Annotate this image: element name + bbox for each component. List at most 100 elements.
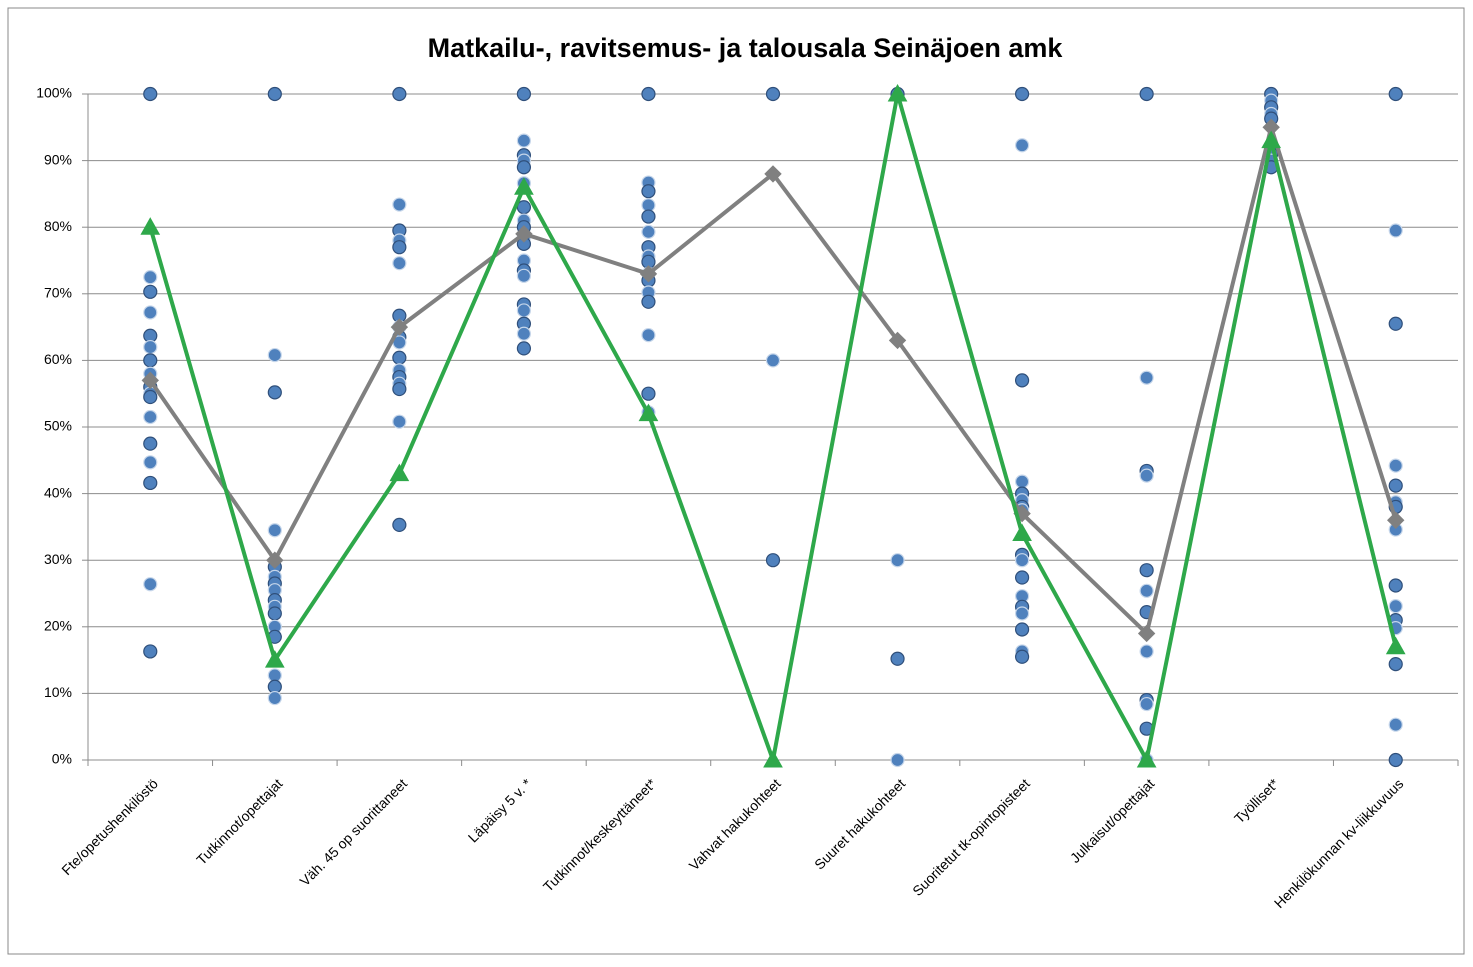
data-point	[143, 305, 158, 320]
data-point	[516, 303, 532, 318]
data-point	[765, 353, 781, 368]
data-point	[516, 268, 532, 283]
series-marker	[266, 551, 284, 569]
data-point	[641, 294, 656, 309]
y-tick-label: 0%	[52, 751, 72, 767]
data-point	[641, 327, 656, 343]
y-tick-label: 10%	[44, 684, 72, 700]
y-tick-label: 90%	[44, 151, 72, 167]
data-point	[143, 577, 158, 592]
series-marker	[1385, 636, 1406, 655]
data-point	[641, 209, 656, 224]
data-point	[1388, 752, 1403, 768]
series-marker	[763, 749, 783, 768]
data-point	[392, 86, 407, 102]
series-marker	[888, 331, 907, 350]
series-marker	[887, 83, 908, 102]
data-point	[641, 86, 656, 102]
data-point	[1139, 468, 1154, 483]
data-point	[143, 409, 158, 425]
data-point	[392, 350, 407, 365]
series-marker	[764, 165, 782, 183]
data-point	[890, 752, 905, 768]
data-point	[890, 651, 905, 666]
series-marker	[515, 225, 533, 243]
data-point	[1139, 86, 1154, 102]
data-point	[143, 353, 158, 368]
series-marker	[1136, 749, 1157, 768]
y-tick-label: 50%	[44, 418, 72, 434]
data-point	[143, 284, 158, 299]
data-point	[143, 389, 158, 405]
y-tick-label: 60%	[44, 351, 72, 367]
data-point	[392, 381, 407, 397]
data-point	[143, 475, 158, 491]
series-marker	[1261, 130, 1282, 149]
y-tick-label: 80%	[44, 218, 72, 234]
data-point	[1014, 622, 1030, 637]
data-point	[143, 339, 158, 355]
series-marker	[390, 318, 409, 336]
data-point	[1014, 138, 1030, 153]
series-marker	[1137, 624, 1156, 643]
data-point	[516, 341, 532, 356]
data-point	[1388, 599, 1403, 614]
data-point	[1014, 553, 1030, 568]
series-marker	[1012, 523, 1032, 542]
data-point	[392, 256, 407, 271]
data-point	[1388, 578, 1403, 593]
data-point	[392, 240, 407, 255]
data-point	[516, 86, 532, 102]
y-tick-label: 70%	[44, 285, 72, 301]
series-marker	[140, 217, 161, 235]
data-point	[1388, 478, 1403, 493]
series-marker	[264, 650, 285, 668]
data-point	[1388, 458, 1403, 473]
y-tick-label: 40%	[44, 484, 72, 500]
data-point	[1388, 316, 1403, 331]
y-tick-label: 20%	[44, 618, 72, 634]
series-marker	[1387, 511, 1405, 529]
series-marker	[639, 265, 658, 283]
data-point	[1139, 563, 1154, 578]
data-point	[1139, 370, 1154, 385]
data-point	[516, 326, 532, 341]
data-point	[765, 553, 781, 568]
data-point	[641, 224, 656, 239]
data-point	[641, 386, 656, 401]
data-point	[765, 86, 781, 102]
data-point	[392, 197, 407, 212]
data-point	[392, 414, 407, 429]
data-point	[267, 347, 282, 363]
series-marker	[514, 177, 534, 195]
data-point	[267, 385, 282, 400]
data-point	[267, 86, 282, 102]
chart-title: Matkailu-, ravitsemus- ja talousala Sein…	[428, 33, 1064, 63]
y-tick-label: 30%	[44, 551, 72, 567]
data-point	[641, 184, 656, 199]
data-point	[1014, 570, 1030, 585]
data-point	[267, 606, 282, 621]
chart-border	[7, 7, 1465, 955]
data-point	[143, 455, 158, 470]
data-point	[267, 690, 282, 706]
data-point	[267, 523, 282, 538]
data-point	[516, 160, 532, 175]
data-point	[1388, 717, 1403, 732]
data-point	[1139, 583, 1154, 598]
data-point	[516, 133, 532, 148]
y-tick-label: 100%	[36, 85, 72, 101]
data-point	[1388, 656, 1403, 672]
data-point	[1014, 606, 1030, 621]
series-marker	[141, 371, 159, 390]
series-marker	[389, 463, 410, 482]
data-point	[1014, 649, 1030, 664]
data-point	[143, 86, 158, 102]
data-point	[1014, 373, 1030, 388]
data-point	[1388, 223, 1403, 238]
data-point	[392, 517, 407, 533]
data-point	[1014, 474, 1030, 489]
series-marker	[638, 403, 659, 422]
data-point	[1139, 644, 1154, 659]
